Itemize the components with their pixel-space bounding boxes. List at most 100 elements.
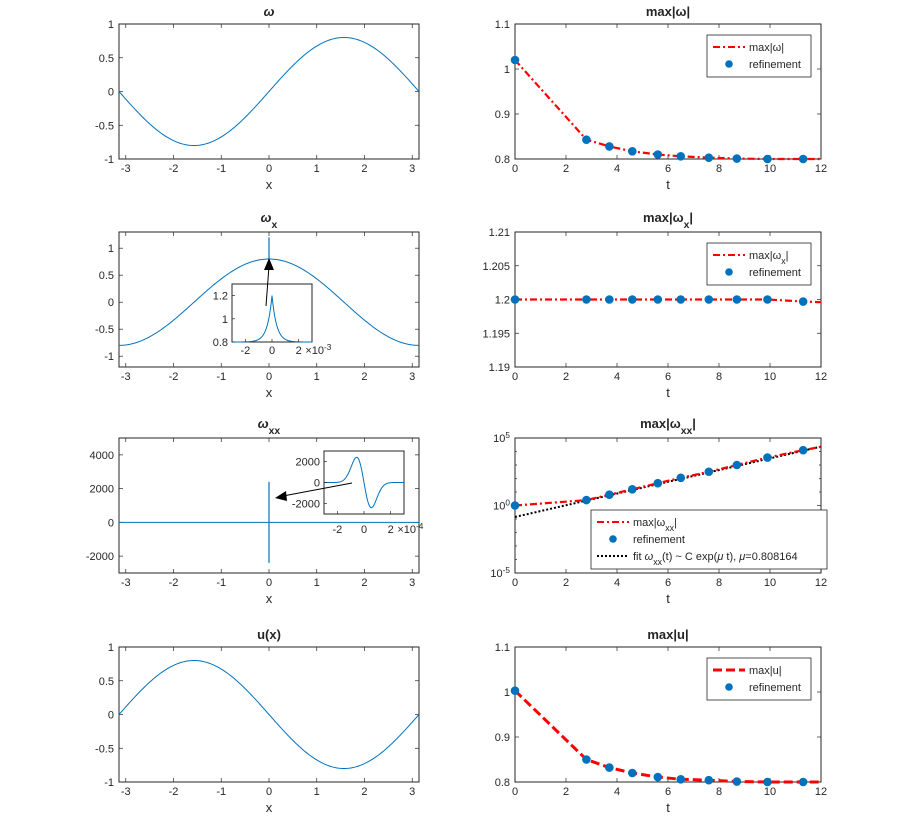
omega-x-inset-exponent: ×10-3 [305, 343, 331, 358]
u-title: u(x) [257, 627, 281, 642]
max-omega-xx-axes-xtick-label: 8 [716, 577, 722, 589]
max-omega-x-refinement-point [653, 295, 663, 304]
legend [590, 509, 828, 570]
omega-xx-axes-xtick-label: -1 [216, 577, 226, 589]
max-omega-axes-xtick-label: 4 [614, 163, 620, 175]
max-omega-axes-xtick-label: 12 [815, 163, 827, 175]
max-omega-axes-xtick-label: 6 [665, 163, 671, 175]
omega-xx-arrowhead [275, 491, 287, 501]
max-omega-xx-axes-xtick-label: 10 [764, 577, 776, 589]
omega-axes-xtick-label: -3 [121, 163, 131, 175]
max-omega-xx-axes-xtick-label: 0 [512, 577, 518, 589]
u-axes-ytick-label: 0 [108, 710, 114, 722]
omega-axes: -3 -2 -1 0 1 2 3 -1 -0.5 0 0.5 1 x ω [95, 4, 420, 192]
omega-axes-ytick-label: -0.5 [95, 120, 114, 132]
max-omega-xx-refinement-point [628, 485, 637, 494]
omega-x-axes-xtick-label: 3 [409, 371, 415, 383]
legend-label: max|ω| [749, 42, 784, 54]
max-omega-refinement-point [798, 154, 808, 164]
max-u-title: max|u| [647, 627, 688, 642]
omega-xx-axes-xtick-label: -3 [121, 577, 131, 589]
u-axes-ytick-label: 0.5 [99, 676, 114, 688]
max-omega-x-axes-xtick-label: 6 [665, 371, 671, 383]
omega-axes-ytick-label: 0 [108, 87, 114, 99]
omega-line [118, 36, 420, 147]
omega-axes-ytick-label: 0.5 [99, 53, 114, 65]
max-omega-x-axes-xtick-label: 8 [716, 371, 722, 383]
omega-xx-arrow [282, 482, 353, 497]
max-omega-xx-refinement-point [605, 490, 614, 500]
max-u-axes-xtick-label: 2 [563, 786, 569, 798]
max-u-refinement-point [676, 775, 686, 784]
legend-label: refinement [749, 682, 801, 694]
max-omega-xx-axes-xlabel: t [666, 591, 670, 606]
omega-title: ω [264, 4, 275, 19]
max-omega-x-refinement-point [798, 297, 808, 306]
legend-label: refinement [749, 59, 801, 71]
max-omega-refinement-point [582, 135, 591, 144]
u-axes-xtick-label: -1 [216, 786, 226, 798]
omega-xx-inset-xtick-label: 0 [361, 524, 367, 536]
max-omega-xx-refinement-point [676, 473, 686, 483]
omega-xx-axes-xtick-label: 2 [361, 577, 367, 589]
u-axes-xtick-label: -3 [121, 786, 131, 798]
max-omega-x-axes: 0 2 4 6 8 10 12 1.19 1.195 1.2 1.205 1.21 t max|ωx| ma… [482, 210, 827, 400]
omega-x-axes-ytick-label: 0.5 [99, 270, 114, 282]
max-omega-x-axes-xtick-label: 4 [614, 371, 620, 383]
omega-x-axes-xtick-label: 2 [361, 371, 367, 383]
max-u-axes-ytick-label: 1 [504, 687, 510, 699]
omega-x-inset-xtick-label: 2 [296, 345, 302, 357]
u-axes-ytick-label: -1 [104, 777, 114, 789]
omega-x-axes-ytick-label: 0 [108, 297, 114, 309]
omega-xx-inset-line [324, 456, 404, 509]
max-u-axes-xtick-label: 6 [665, 786, 671, 798]
max-omega-x-refinement-point [763, 295, 772, 304]
max-omega-xx-refinement-point [763, 453, 772, 462]
max-omega-x-refinement-point [676, 295, 686, 304]
max-u-refinement-point [653, 772, 663, 782]
omega-x-arrowhead [264, 258, 274, 270]
legend [706, 242, 812, 286]
omega-axes-xtick-label: -1 [216, 163, 226, 175]
max-u-axes-xtick-label: 10 [764, 786, 776, 798]
max-omega-x-refinement-point [704, 295, 714, 304]
max-omega-axes-ytick-label: 0.8 [495, 154, 510, 166]
max-omega-refinement-point [704, 153, 714, 162]
omega-x-axes-xtick-label: -1 [216, 371, 226, 383]
max-omega-refinement-point [653, 150, 663, 159]
max-u-axes-xtick-label: 12 [815, 786, 827, 798]
legend-marker [609, 535, 617, 543]
omega-xx-inset-exponent: ×10-4 [397, 522, 423, 537]
omega-xx-axes-xlabel: x [266, 591, 273, 606]
u-axes-xtick-label: 1 [314, 786, 320, 798]
max-omega-x-axes-xlabel: t [666, 385, 670, 400]
max-omega-xx-axes-xtick-label: 4 [614, 577, 620, 589]
max-omega-axes-xtick-label: 8 [716, 163, 722, 175]
max-omega-axes-xtick-label: 2 [563, 163, 569, 175]
max-omega-xx-axes: 0 2 4 6 8 10 12tmax|ωxx|10-5100105max|ωxx|refi… [490, 416, 828, 606]
omega-xx-inset-xtick-label: 2 [388, 524, 394, 536]
legend-label: refinement [749, 267, 801, 279]
max-omega-x-axes-xtick-label: 12 [815, 371, 827, 383]
max-u-refinement-point [732, 777, 742, 786]
omega-xx-axes-ytick-label: 0 [108, 517, 114, 529]
omega-axes-xtick-label: -2 [169, 163, 179, 175]
omega-axes-ytick-label: 1 [108, 19, 114, 31]
max-u-axes: 0 2 4 6 8 10 12 0.8 0.9 1 1.1 t max|u| max|u| refineme… [495, 627, 827, 815]
omega-xx-axes-ytick-label: -2000 [86, 551, 114, 563]
max-omega-x-refinement-point [732, 295, 742, 304]
omega-x-axes-ytick-label: 1 [108, 243, 114, 255]
max-omega-xx-refinement-point [653, 478, 663, 488]
u-line [118, 659, 420, 770]
max-omega-line [514, 59, 821, 161]
omega-x-axes-xtick-label: 1 [314, 371, 320, 383]
max-u-axes-ytick-label: 0.8 [495, 777, 510, 789]
max-omega-x-axes-ytick-label: 1.21 [489, 227, 510, 239]
omega-axes-xlabel: x [266, 177, 273, 192]
max-omega-xx-refinement-point [732, 460, 742, 470]
u-axes-xtick-label: 2 [361, 786, 367, 798]
max-u-axes-xtick-label: 4 [614, 786, 620, 798]
max-u-refinement-point [628, 768, 637, 778]
u-axes-xtick-label: 0 [266, 786, 272, 798]
